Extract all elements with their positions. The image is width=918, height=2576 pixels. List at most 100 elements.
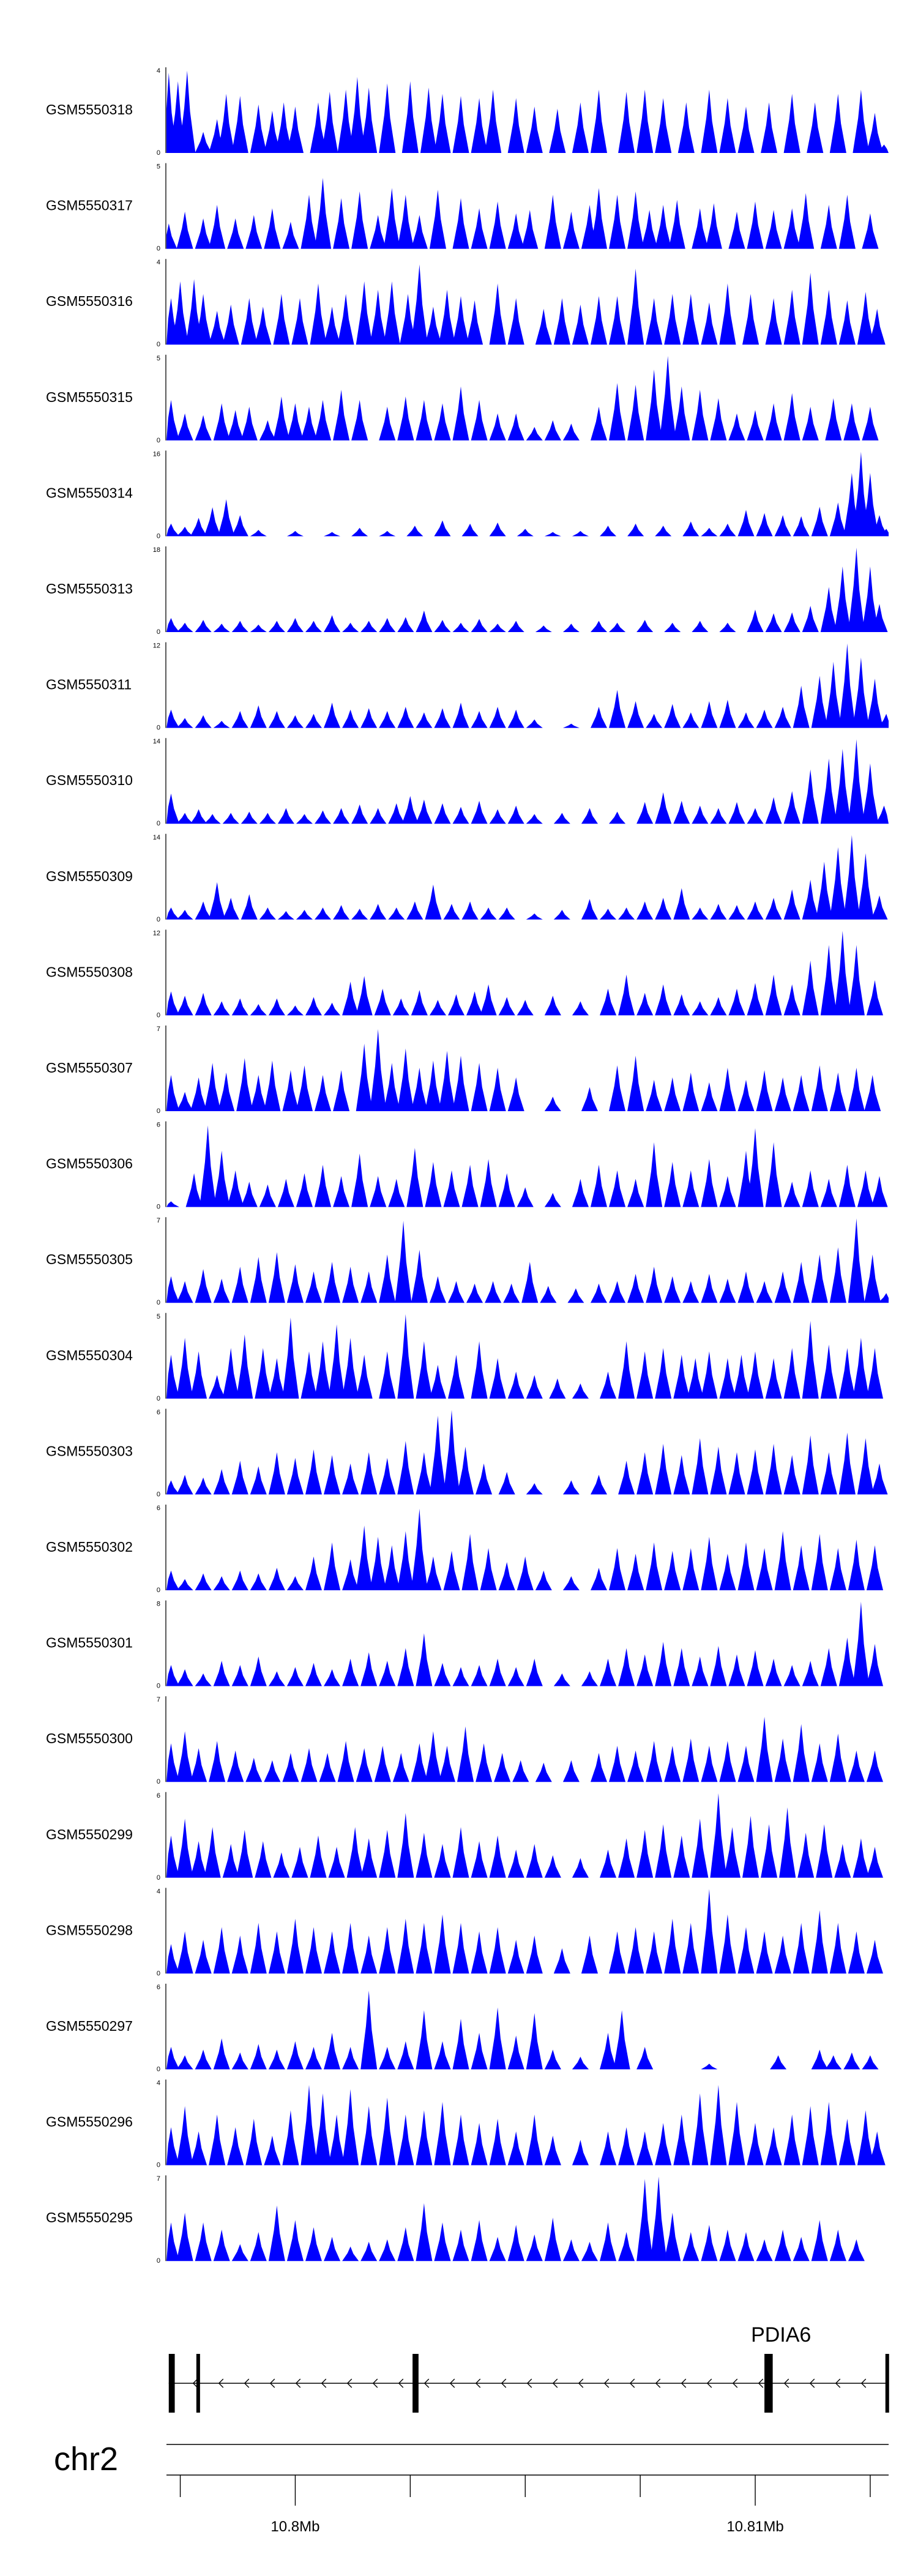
- exon-block: [168, 2354, 175, 2413]
- track-yzero-label: 0: [157, 1299, 160, 1306]
- strand-arrow-icon: [655, 2378, 661, 2388]
- track-yzero-label: 0: [157, 341, 160, 348]
- track-ymax-label: 14: [153, 738, 160, 745]
- coverage-tracks: GSM555031840GSM555031750GSM555031640GSM5…: [46, 67, 889, 2265]
- coverage-area: [166, 1410, 889, 1495]
- track-ymax-label: 4: [157, 2080, 160, 2087]
- track-GSM5550305: GSM5550305 7 0: [46, 1217, 889, 1306]
- strand-arrow-icon: [860, 2378, 867, 2388]
- strand-arrow-icon: [475, 2378, 481, 2388]
- track-sample-label: GSM5550308: [46, 964, 133, 980]
- track-yzero-label: 0: [157, 149, 160, 157]
- coverage-area: [166, 264, 889, 345]
- coverage-area: [166, 177, 889, 249]
- ruler-tick-label: 10.81Mb: [726, 2518, 783, 2535]
- coverage-area: [166, 931, 889, 1016]
- track-sample-label: GSM5550318: [46, 102, 133, 117]
- track-yzero-label: 0: [157, 437, 160, 444]
- exon-block: [412, 2354, 419, 2413]
- strand-arrow-icon: [758, 2378, 764, 2388]
- track-GSM5550318: GSM5550318 4 0: [46, 67, 889, 157]
- coverage-area: [166, 2176, 889, 2261]
- track-yzero-label: 0: [157, 1395, 160, 1402]
- track-GSM5550299: GSM5550299 6 0: [46, 1792, 889, 1882]
- track-ymax-label: 5: [157, 163, 160, 171]
- gene-name-label: PDIA6: [751, 2323, 811, 2347]
- track-sample-label: GSM5550314: [46, 485, 133, 501]
- track-GSM5550302: GSM5550302 6 0: [46, 1505, 889, 1594]
- strand-arrow-icon: [526, 2378, 532, 2388]
- track-ymax-label: 6: [157, 1984, 160, 1991]
- track-GSM5550295: GSM5550295 7 0: [46, 2175, 889, 2265]
- strand-arrow-icon: [706, 2378, 712, 2388]
- track-yzero-label: 0: [157, 532, 160, 540]
- track-yzero-label: 0: [157, 1874, 160, 1882]
- track-yzero-label: 0: [157, 1587, 160, 1594]
- strand-arrow-icon: [681, 2378, 687, 2388]
- coverage-area: [166, 1314, 889, 1399]
- track-GSM5550314: GSM5550314 16 0: [46, 450, 889, 540]
- track-ymax-label: 4: [157, 67, 160, 75]
- chromosome-label: chr2: [54, 2441, 118, 2477]
- track-GSM5550303: GSM5550303 6 0: [46, 1409, 889, 1498]
- track-GSM5550298: GSM5550298 4 0: [46, 1888, 889, 1977]
- strand-arrow-icon: [295, 2378, 301, 2388]
- coverage-area: [166, 1990, 889, 2069]
- track-GSM5550308: GSM5550308 12 0: [46, 929, 889, 1019]
- coverage-area: [166, 452, 889, 537]
- track-sample-label: GSM5550316: [46, 293, 133, 309]
- exon-block: [885, 2354, 889, 2413]
- track-ymax-label: 8: [157, 1601, 160, 1608]
- track-GSM5550315: GSM5550315 5 0: [46, 354, 889, 444]
- strand-arrow-icon: [321, 2378, 327, 2388]
- coverage-area: [166, 1029, 889, 1111]
- track-sample-label: GSM5550313: [46, 581, 133, 597]
- track-ymax-label: 6: [157, 1792, 160, 1800]
- ruler-tick-label: 10.8Mb: [271, 2518, 319, 2535]
- track-ymax-label: 5: [157, 1313, 160, 1320]
- exon-block: [764, 2354, 773, 2413]
- track-yzero-label: 0: [157, 1778, 160, 1785]
- strand-arrow-icon: [552, 2378, 558, 2388]
- track-ymax-label: 5: [157, 355, 160, 362]
- track-yzero-label: 0: [157, 245, 160, 253]
- track-GSM5550317: GSM5550317 5 0: [46, 163, 889, 253]
- track-GSM5550297: GSM5550297 6 0: [46, 1984, 889, 2073]
- coverage-area: [166, 1125, 889, 1207]
- track-GSM5550313: GSM5550313 18 0: [46, 546, 889, 636]
- track-yzero-label: 0: [157, 1107, 160, 1115]
- track-sample-label: GSM5550302: [46, 1539, 133, 1555]
- track-ymax-label: 6: [157, 1409, 160, 1416]
- track-yzero-label: 0: [157, 1970, 160, 1977]
- strand-arrow-icon: [835, 2378, 841, 2388]
- track-ymax-label: 7: [157, 2175, 160, 2183]
- track-yzero-label: 0: [157, 1683, 160, 1690]
- strand-arrow-icon: [398, 2378, 404, 2388]
- track-yzero-label: 0: [157, 2162, 160, 2169]
- strand-arrow-icon: [629, 2378, 635, 2388]
- track-sample-label: GSM5550305: [46, 1251, 133, 1267]
- coverage-area: [166, 70, 889, 153]
- track-GSM5550296: GSM5550296 4 0: [46, 2079, 889, 2169]
- coverage-area: [166, 643, 889, 728]
- strand-arrow-icon: [578, 2378, 584, 2388]
- track-ymax-label: 7: [157, 1696, 160, 1703]
- track-GSM5550310: GSM5550310 14 0: [46, 738, 889, 827]
- coverage-area: [166, 1716, 889, 1782]
- track-ymax-label: 4: [157, 1888, 160, 1895]
- track-yzero-label: 0: [157, 2066, 160, 2073]
- track-sample-label: GSM5550307: [46, 1060, 133, 1076]
- track-GSM5550316: GSM5550316 4 0: [46, 259, 889, 348]
- coverage-area: [166, 2085, 889, 2165]
- coverage-area: [166, 356, 889, 441]
- coverage-area: [166, 548, 889, 632]
- coverage-area: [166, 1218, 889, 1303]
- track-yzero-label: 0: [157, 628, 160, 636]
- strand-arrow-icon: [809, 2378, 815, 2388]
- track-sample-label: GSM5550298: [46, 1922, 133, 1938]
- track-yzero-label: 0: [157, 724, 160, 732]
- track-yzero-label: 0: [157, 820, 160, 827]
- coverage-area: [166, 1793, 889, 1878]
- track-ymax-label: 6: [157, 1505, 160, 1512]
